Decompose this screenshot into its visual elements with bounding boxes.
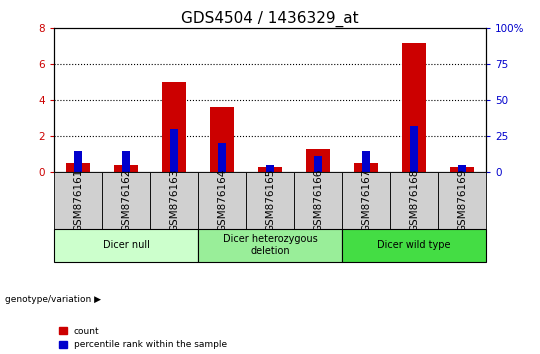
Bar — [198, 229, 342, 262]
Bar — [54, 229, 198, 262]
Bar — [73, 150, 82, 172]
Bar — [342, 229, 486, 262]
Bar — [114, 165, 138, 172]
Bar — [246, 172, 294, 229]
Text: Dicer heterozygous
deletion: Dicer heterozygous deletion — [222, 234, 318, 256]
Bar — [390, 172, 438, 229]
Title: GDS4504 / 1436329_at: GDS4504 / 1436329_at — [181, 11, 359, 27]
Text: GSM876169: GSM876169 — [457, 169, 467, 232]
Bar — [450, 167, 474, 172]
Bar — [218, 143, 226, 172]
Bar — [210, 107, 234, 172]
Bar — [410, 126, 418, 172]
Text: GSM876168: GSM876168 — [409, 169, 419, 232]
Text: GSM876161: GSM876161 — [73, 169, 83, 232]
Bar — [198, 172, 246, 229]
Bar — [54, 172, 102, 229]
Bar — [170, 129, 178, 172]
Text: GSM876167: GSM876167 — [361, 169, 371, 232]
Bar — [438, 172, 486, 229]
Text: GSM876163: GSM876163 — [169, 169, 179, 232]
Text: GSM876165: GSM876165 — [265, 169, 275, 232]
Bar — [314, 156, 322, 172]
Bar — [342, 172, 390, 229]
Text: GSM876164: GSM876164 — [217, 169, 227, 232]
Text: GSM876162: GSM876162 — [121, 169, 131, 232]
Bar — [258, 167, 282, 172]
Bar — [66, 163, 90, 172]
Bar — [306, 149, 330, 172]
Bar — [162, 82, 186, 172]
Bar — [122, 150, 130, 172]
Legend: count, percentile rank within the sample: count, percentile rank within the sample — [58, 327, 227, 349]
Bar — [266, 165, 274, 172]
Bar — [102, 172, 150, 229]
Bar — [354, 163, 378, 172]
Text: Dicer wild type: Dicer wild type — [377, 240, 451, 250]
Bar — [402, 43, 426, 172]
Text: GSM876166: GSM876166 — [313, 169, 323, 232]
Text: Dicer null: Dicer null — [103, 240, 150, 250]
Bar — [150, 172, 198, 229]
Bar — [294, 172, 342, 229]
Text: genotype/variation ▶: genotype/variation ▶ — [5, 295, 102, 304]
Bar — [362, 150, 370, 172]
Bar — [458, 165, 467, 172]
